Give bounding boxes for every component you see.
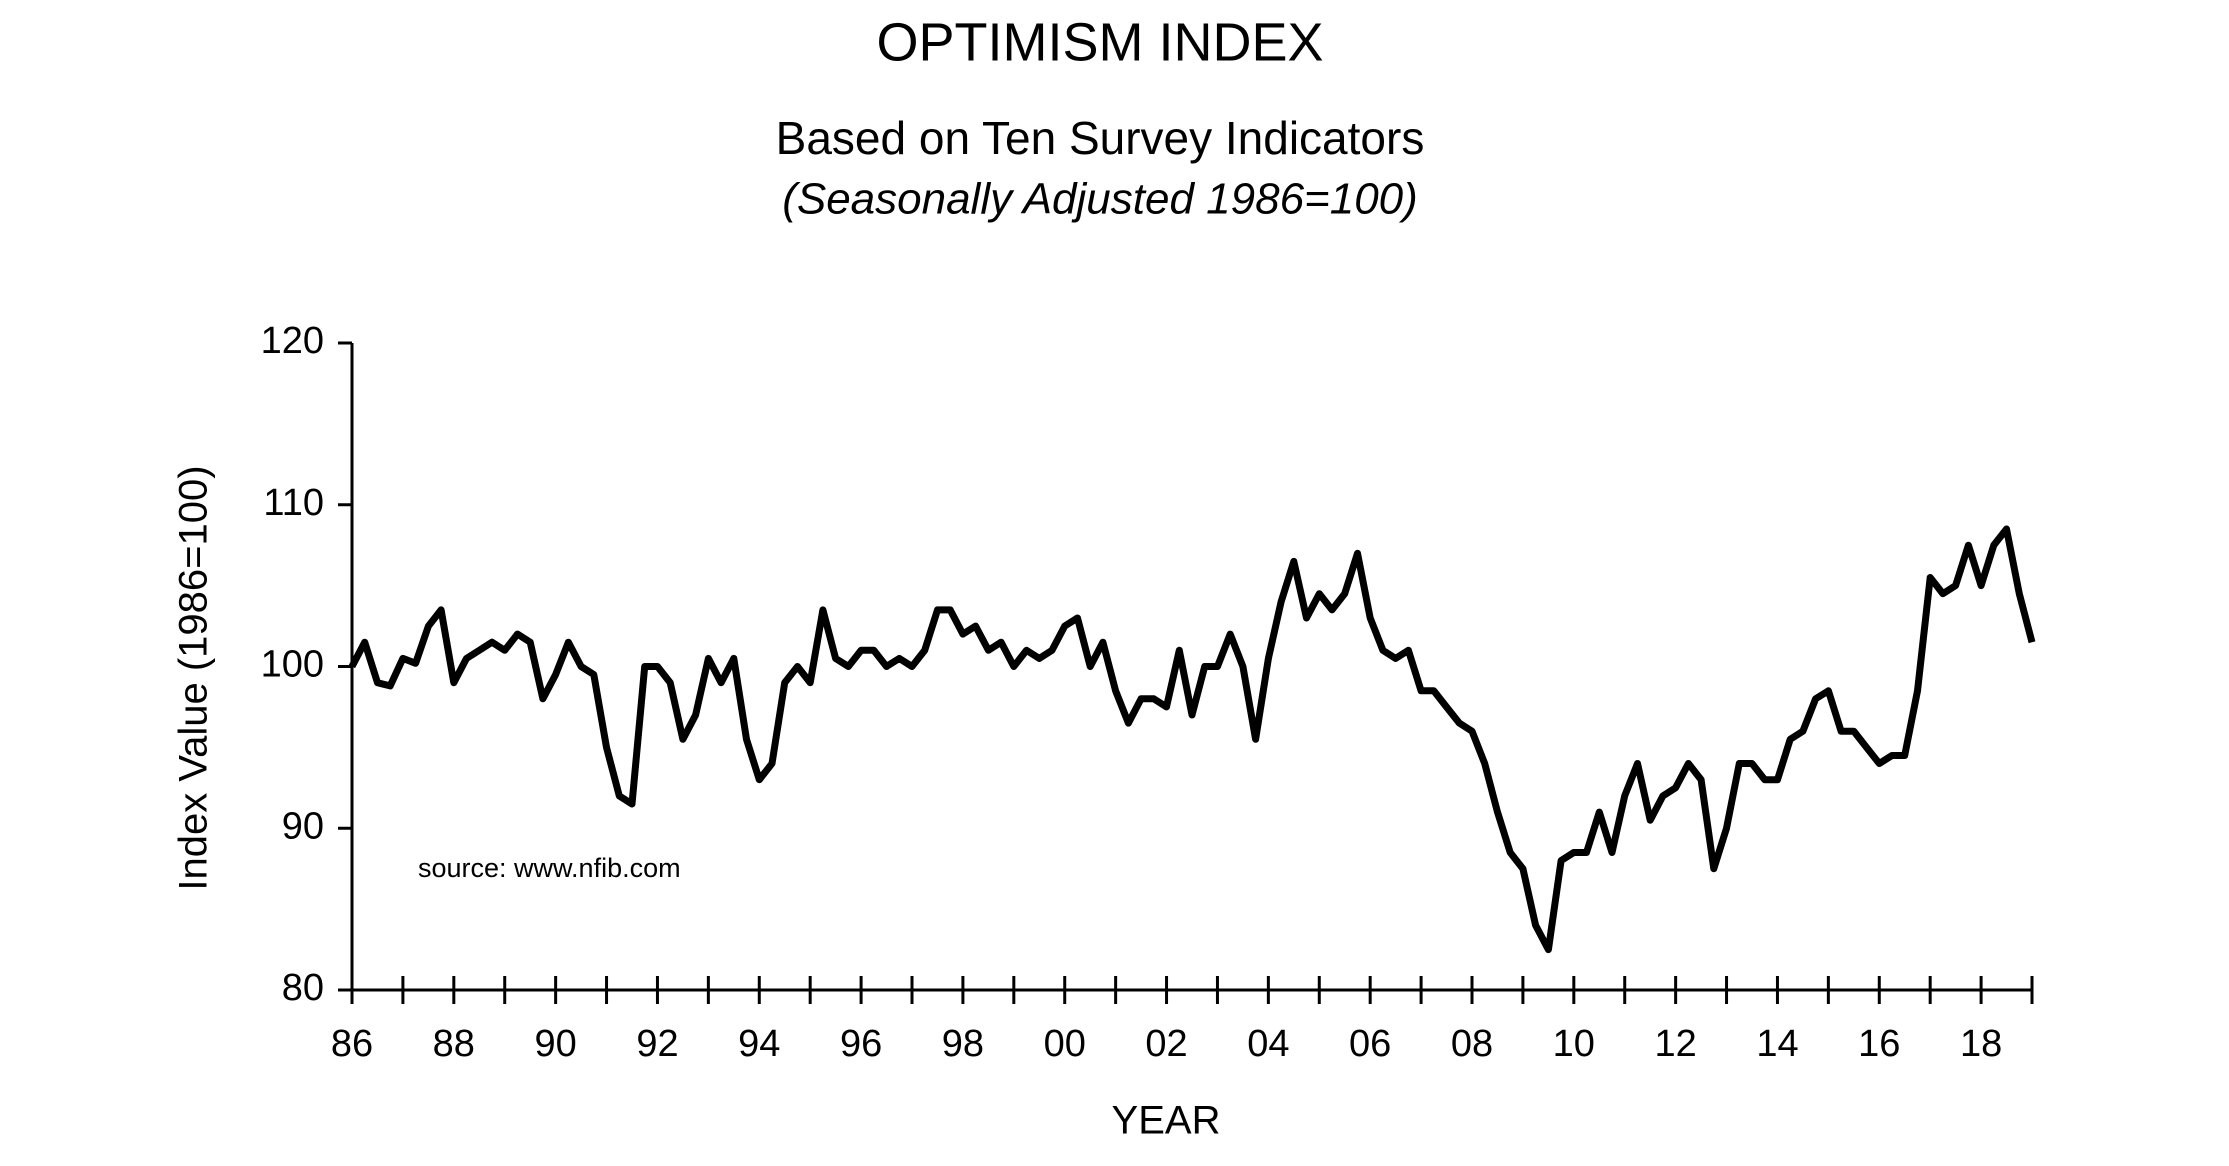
chart-note: (Seasonally Adjusted 1986=100) [782, 175, 1418, 224]
x-tick-label: 96 [840, 1023, 882, 1065]
x-tick-label: 88 [433, 1023, 475, 1065]
x-tick-label: 06 [1349, 1023, 1391, 1065]
x-axis-label: YEAR [1112, 1099, 1221, 1143]
x-tick-label: 90 [534, 1023, 576, 1065]
x-tick-label: 14 [1756, 1023, 1798, 1065]
x-tick-label: 08 [1451, 1023, 1493, 1065]
source-annotation: source: www.nfib.com [418, 853, 681, 883]
x-tick-label: 98 [942, 1023, 984, 1065]
chart-title: OPTIMISM INDEX [876, 12, 1323, 72]
series-line [348, 525, 2036, 954]
x-tick-label: 00 [1044, 1023, 1086, 1065]
y-tick-label: 100 [261, 644, 324, 686]
x-tick-label: 04 [1247, 1023, 1289, 1065]
x-tick-label: 16 [1858, 1023, 1900, 1065]
x-tick-label: 86 [331, 1023, 373, 1065]
y-axis-label: Index Value (1986=100) [172, 465, 216, 890]
y-tick-label: 80 [282, 967, 324, 1009]
x-tick-label: 10 [1553, 1023, 1595, 1065]
x-tick-label: 18 [1960, 1023, 2002, 1065]
y-tick-label: 120 [261, 320, 324, 362]
x-tick-label: 92 [636, 1023, 678, 1065]
chart-subtitle: Based on Ten Survey Indicators [776, 112, 1425, 164]
x-tick-label: 02 [1145, 1023, 1187, 1065]
y-tick-label: 110 [263, 482, 324, 524]
y-tick-label: 90 [282, 805, 324, 847]
x-tick-label: 94 [738, 1023, 780, 1065]
x-tick-label: 12 [1654, 1023, 1696, 1065]
